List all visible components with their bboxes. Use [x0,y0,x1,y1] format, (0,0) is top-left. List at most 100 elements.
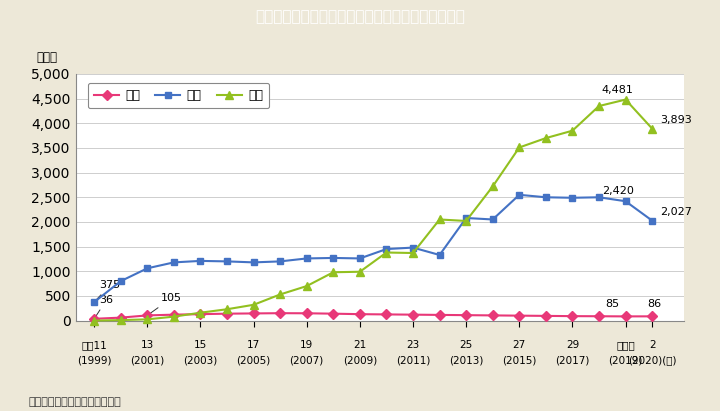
殺人 [436,312,444,317]
傷害 [356,256,364,261]
Text: 15: 15 [194,340,207,350]
Text: 2: 2 [649,340,655,350]
Text: 85: 85 [606,299,619,309]
傷害 [170,260,179,265]
傷害 [90,300,99,305]
暴行 [222,307,231,312]
殺人 [143,313,152,318]
殺人 [462,313,470,318]
殺人 [222,311,231,316]
暴行 [170,314,179,319]
Legend: 殺人, 傷害, 暴行: 殺人, 傷害, 暴行 [88,83,269,108]
Text: 19: 19 [300,340,313,350]
Text: 21: 21 [354,340,366,350]
暴行 [488,184,497,189]
暴行 [568,128,577,133]
暴行 [462,219,470,224]
殺人 [196,312,204,316]
暴行 [595,104,603,109]
暴行 [436,217,444,222]
傷害 [329,256,338,261]
殺人 [595,314,603,319]
暴行 [621,97,630,102]
暴行 [329,270,338,275]
Text: (2009): (2009) [343,355,377,365]
暴行 [90,318,99,323]
殺人 [409,312,418,317]
暴行 [249,302,258,307]
殺人 [648,314,657,319]
傷害 [568,195,577,200]
暴行 [302,284,311,289]
暴行 [409,251,418,256]
傷害 [302,256,311,261]
暴行 [276,292,284,297]
傷害 [648,218,657,223]
Text: 2,420: 2,420 [602,186,634,196]
Text: 29: 29 [566,340,579,350]
Text: (2015): (2015) [502,355,536,365]
殺人 [356,312,364,316]
Text: (2011): (2011) [396,355,430,365]
殺人 [302,311,311,316]
暴行 [515,145,523,150]
Text: (2001): (2001) [130,355,164,365]
傷害 [515,192,523,197]
殺人 [117,315,125,320]
傷害 [196,259,204,263]
Text: (2017): (2017) [555,355,590,365]
殺人 [249,311,258,316]
暴行 [541,136,550,141]
傷害 [222,259,231,264]
Text: 3,893: 3,893 [660,115,692,125]
Text: 375: 375 [96,280,121,300]
殺人 [488,313,497,318]
Text: （件）: （件） [36,51,57,64]
殺人 [568,314,577,319]
傷害 [143,266,152,271]
傷害 [276,259,284,264]
殺人 [329,311,338,316]
暴行 [648,126,657,131]
Text: 86: 86 [648,299,662,309]
Text: (2005): (2005) [236,355,271,365]
Text: (2003): (2003) [184,355,217,365]
Text: 4,481: 4,481 [602,85,634,95]
Line: 暴行: 暴行 [90,95,657,325]
傷害 [621,199,630,204]
傷害 [382,247,391,252]
Text: 17: 17 [247,340,260,350]
傷害 [249,260,258,265]
Text: (2019): (2019) [608,355,643,365]
暴行 [196,310,204,315]
殺人 [276,311,284,316]
Text: 平成11: 平成11 [81,340,107,350]
Text: 2,027: 2,027 [660,207,692,217]
傷害 [595,195,603,200]
傷害 [436,252,444,257]
Text: 36: 36 [96,295,114,316]
Line: 殺人: 殺人 [91,310,656,322]
Text: (2013): (2013) [449,355,483,365]
暴行 [117,318,125,323]
暴行 [382,250,391,255]
傷害 [462,215,470,220]
殺人 [382,312,391,317]
傷害 [117,279,125,284]
傷害 [541,195,550,200]
Text: (2020)(年): (2020)(年) [628,355,676,365]
傷害 [488,217,497,222]
暴行 [143,317,152,322]
Text: 23: 23 [406,340,420,350]
殺人 [170,312,179,317]
Text: （備考）警察庁資料より作成。: （備考）警察庁資料より作成。 [29,397,122,407]
Text: 105: 105 [150,293,181,314]
殺人 [515,313,523,318]
Text: 25: 25 [459,340,473,350]
傷害 [409,245,418,250]
Text: Ｉ－７－３図　夫から妻への犯罪の検挙件数の推移: Ｉ－７－３図 夫から妻への犯罪の検挙件数の推移 [255,9,465,24]
殺人 [541,314,550,319]
Text: (2007): (2007) [289,355,324,365]
暴行 [356,269,364,274]
Text: 令和元: 令和元 [616,340,635,350]
